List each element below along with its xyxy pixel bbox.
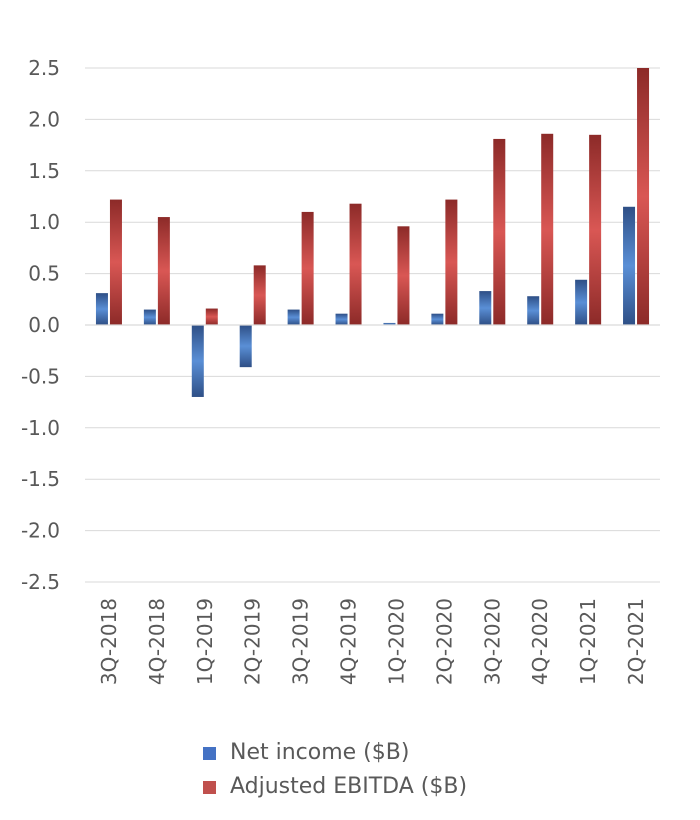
bars xyxy=(95,68,650,397)
y-tick-label: 2.5 xyxy=(28,56,60,80)
legend: Net income ($B) Adjusted EBITDA ($B) xyxy=(203,736,467,804)
legend-label-adjusted-ebitda: Adjusted EBITDA ($B) xyxy=(230,774,468,799)
x-tick-label: 4Q-2019 xyxy=(337,598,361,685)
legend-item-net-income: Net income ($B) xyxy=(203,736,467,770)
bar-adjusted-ebitda xyxy=(301,211,314,325)
y-tick-label: 0.5 xyxy=(28,262,60,286)
bar-net-income xyxy=(287,309,300,325)
bar-adjusted-ebitda xyxy=(109,199,122,325)
x-tick-label: 3Q-2020 xyxy=(480,598,504,685)
bar-net-income xyxy=(431,313,444,325)
x-tick-label: 1Q-2020 xyxy=(384,598,408,685)
y-tick-label: -0.5 xyxy=(21,364,60,388)
y-tick-label: 0.0 xyxy=(28,313,60,337)
gridlines xyxy=(85,67,660,583)
y-tick-label: 1.5 xyxy=(28,159,60,183)
x-tick-label: 2Q-2021 xyxy=(624,598,648,685)
x-tick-label: 4Q-2018 xyxy=(145,598,169,685)
bar-adjusted-ebitda xyxy=(637,68,650,325)
x-tick-label: 1Q-2021 xyxy=(576,598,600,685)
legend-label-net-income: Net income ($B) xyxy=(230,740,410,765)
bar-adjusted-ebitda xyxy=(253,265,266,325)
x-tick-label: 1Q-2019 xyxy=(193,598,217,685)
bar-net-income xyxy=(623,206,636,325)
bar-adjusted-ebitda xyxy=(157,217,170,325)
y-tick-label: 1.0 xyxy=(28,210,60,234)
y-tick-label: -2.0 xyxy=(21,519,60,543)
bar-net-income xyxy=(335,313,348,325)
x-tick-label: 3Q-2018 xyxy=(97,598,121,685)
bar-adjusted-ebitda xyxy=(397,226,410,325)
x-tick-label: 4Q-2020 xyxy=(528,598,552,685)
bar-adjusted-ebitda xyxy=(349,203,362,325)
x-axis-tick-labels: 3Q-2018 4Q-2018 1Q-2019 2Q-2019 3Q-2019 4Q-20… xyxy=(97,598,648,685)
bar-net-income xyxy=(239,325,252,368)
legend-item-adjusted-ebitda: Adjusted EBITDA ($B) xyxy=(203,770,467,804)
bar-net-income xyxy=(383,322,396,325)
legend-swatch-net-income xyxy=(203,746,216,760)
bar-adjusted-ebitda xyxy=(445,199,458,325)
bar-adjusted-ebitda xyxy=(493,138,506,325)
y-axis-tick-labels: 2.5 2.0 1.5 1.0 0.5 0.0 -0.5 -1.0 -1.5 -2.0 -2.5 xyxy=(21,56,60,594)
bar-net-income xyxy=(191,325,204,397)
y-tick-label: -1.5 xyxy=(21,467,60,491)
bar-net-income xyxy=(479,291,492,325)
x-tick-label: 2Q-2020 xyxy=(432,598,456,685)
x-tick-label: 3Q-2019 xyxy=(289,598,313,685)
bar-adjusted-ebitda xyxy=(589,134,602,325)
x-tick-label: 2Q-2019 xyxy=(241,598,265,685)
bar-chart: 2.5 2.0 1.5 1.0 0.5 0.0 -0.5 -1.0 -1.5 -2.0 -2.5 3… xyxy=(21,56,660,685)
legend-swatch-adjusted-ebitda xyxy=(203,780,216,794)
bar-net-income xyxy=(527,296,540,325)
bar-adjusted-ebitda xyxy=(205,308,218,325)
y-tick-label: -2.5 xyxy=(21,570,60,594)
bar-adjusted-ebitda xyxy=(541,133,554,325)
y-tick-label: 2.0 xyxy=(28,107,60,131)
bar-net-income xyxy=(575,279,588,325)
y-tick-label: -1.0 xyxy=(21,416,60,440)
bar-net-income xyxy=(95,293,108,325)
bar-net-income xyxy=(143,309,156,325)
